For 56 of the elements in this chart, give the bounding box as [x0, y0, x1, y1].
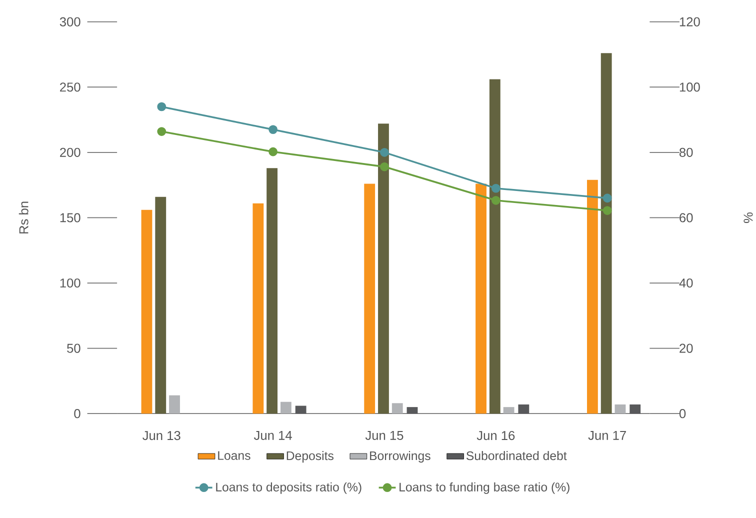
y-tick-label: 0: [74, 409, 80, 418]
point: [268, 147, 278, 156]
y2-tick-label: 120: [680, 17, 700, 26]
bar: [600, 53, 612, 414]
y-tick-label: 50: [67, 344, 80, 353]
bar: [364, 184, 376, 414]
point: [157, 127, 166, 136]
bar: [155, 196, 166, 414]
bar: [266, 168, 278, 414]
bar: [280, 402, 292, 414]
bar: [630, 404, 641, 414]
y-tick-label: 100: [60, 278, 80, 288]
bar: [518, 404, 530, 414]
bar: [587, 180, 598, 414]
legend-label: Loans: [218, 451, 250, 460]
bar: [252, 203, 264, 414]
point: [491, 184, 500, 193]
point: [380, 148, 389, 157]
x-tick-label: Jun 14: [254, 431, 292, 440]
legend-label: Loans to deposits ratio (%): [216, 482, 362, 494]
point: [602, 194, 612, 203]
legend-label: Loans to funding base ratio (%): [400, 482, 570, 494]
point: [380, 162, 389, 172]
x-tick-label: Jun 13: [142, 431, 180, 440]
point: [602, 206, 612, 216]
y-tick-label: 250: [60, 82, 80, 92]
bar: [169, 395, 180, 414]
bar: [503, 407, 514, 414]
bar: [141, 210, 152, 414]
y2-tick-label: 40: [679, 278, 693, 288]
bar: [406, 407, 418, 414]
bar: [295, 406, 306, 414]
bar: [378, 124, 389, 414]
y2-axis-title: %: [744, 212, 753, 224]
x-tick-label: Jun 17: [588, 431, 626, 440]
bar: [614, 404, 626, 414]
bar: [489, 79, 500, 414]
point: [157, 102, 166, 112]
y2-tick-label: 20: [680, 344, 693, 353]
y-axis-title: Rs bn: [18, 202, 28, 234]
y2-tick-label: 100: [680, 82, 700, 92]
y2-tick-label: 60: [680, 213, 693, 222]
y2-tick-label: 0: [679, 409, 686, 418]
y-tick-label: 300: [60, 17, 80, 26]
point: [491, 196, 500, 205]
legend-label: Deposits: [286, 451, 334, 463]
bar: [476, 184, 486, 414]
bar: [392, 403, 403, 414]
point: [268, 125, 278, 134]
y-tick-label: 150: [60, 213, 80, 222]
y-tick-label: 200: [60, 148, 80, 158]
x-tick-label: Jun 16: [476, 431, 515, 440]
legend-label: Subordinated debt: [466, 451, 567, 460]
y2-tick-label: 80: [680, 148, 693, 158]
legend-label: Borrowings: [370, 451, 430, 463]
x-tick-label: Jun 15: [365, 431, 404, 440]
